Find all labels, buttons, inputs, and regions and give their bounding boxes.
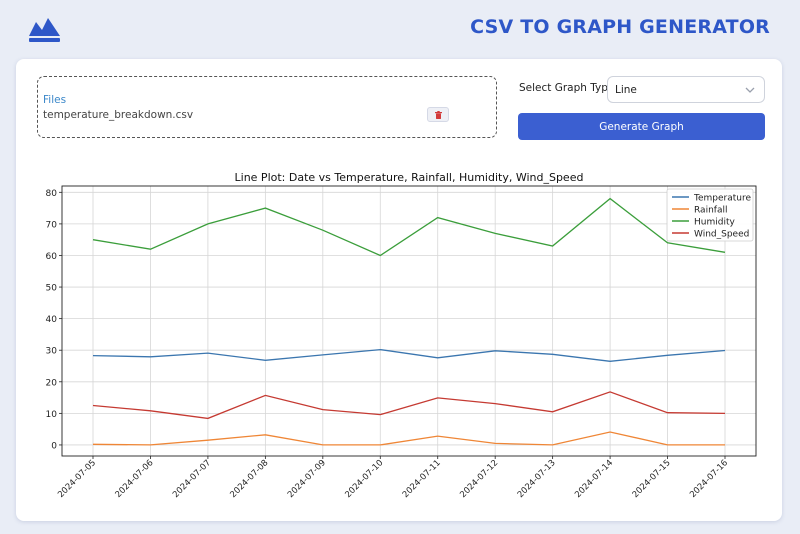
files-label: Files	[43, 94, 67, 106]
legend-label: Wind_Speed	[694, 230, 749, 240]
x-tick-label: 2024-07-09	[286, 458, 328, 500]
legend-label: Rainfall	[694, 206, 727, 216]
series-line-humidity	[92, 197, 726, 257]
x-tick-label: 2024-07-06	[114, 458, 156, 500]
chevron-down-icon	[745, 87, 755, 93]
plot-frame	[61, 185, 757, 457]
main-card: Files temperature_breakdown.csv Select G…	[16, 59, 782, 521]
y-tick-label: 70	[46, 220, 58, 230]
x-tick-label: 2024-07-15	[631, 458, 673, 500]
y-tick-label: 0	[51, 441, 57, 451]
series-line-temperature	[92, 348, 726, 362]
graph-type-label: Select Graph Type	[519, 82, 615, 94]
legend-label: Humidity	[694, 218, 735, 228]
graph-type-value: Line	[615, 84, 637, 96]
file-name: temperature_breakdown.csv	[43, 109, 194, 121]
trash-icon	[434, 110, 442, 119]
legend-box	[666, 188, 754, 242]
y-tick-label: 10	[46, 410, 58, 420]
mountain-chart-icon	[29, 18, 60, 42]
x-tick-label: 2024-07-10	[343, 458, 385, 500]
y-tick-label: 80	[46, 189, 58, 199]
x-tick-label: 2024-07-16	[688, 458, 730, 500]
y-tick-label: 30	[46, 347, 58, 357]
x-tick-label: 2024-07-05	[56, 458, 98, 500]
legend-label: Temperature	[693, 194, 751, 204]
series-line-wind-speed	[92, 391, 726, 420]
y-tick-label: 40	[46, 315, 58, 325]
y-tick-label: 50	[46, 284, 58, 294]
x-tick-label: 2024-07-08	[228, 458, 270, 500]
app-title: CSV TO GRAPH GENERATOR	[470, 16, 770, 38]
delete-file-button[interactable]	[427, 107, 449, 122]
x-tick-label: 2024-07-12	[458, 458, 500, 500]
x-tick-label: 2024-07-11	[401, 458, 443, 500]
y-tick-label: 60	[46, 252, 58, 262]
graph-type-select[interactable]: Line	[607, 76, 765, 103]
series-line-rainfall	[92, 431, 725, 446]
file-dropzone[interactable]: Files temperature_breakdown.csv	[37, 76, 497, 138]
x-tick-label: 2024-07-07	[171, 458, 213, 500]
y-tick-label: 20	[46, 378, 58, 388]
generate-graph-button[interactable]: Generate Graph	[518, 113, 765, 140]
x-tick-label: 2024-07-14	[573, 458, 615, 500]
x-tick-label: 2024-07-13	[516, 458, 558, 500]
chart-title: Line Plot: Date vs Temperature, Rainfall…	[235, 171, 584, 184]
